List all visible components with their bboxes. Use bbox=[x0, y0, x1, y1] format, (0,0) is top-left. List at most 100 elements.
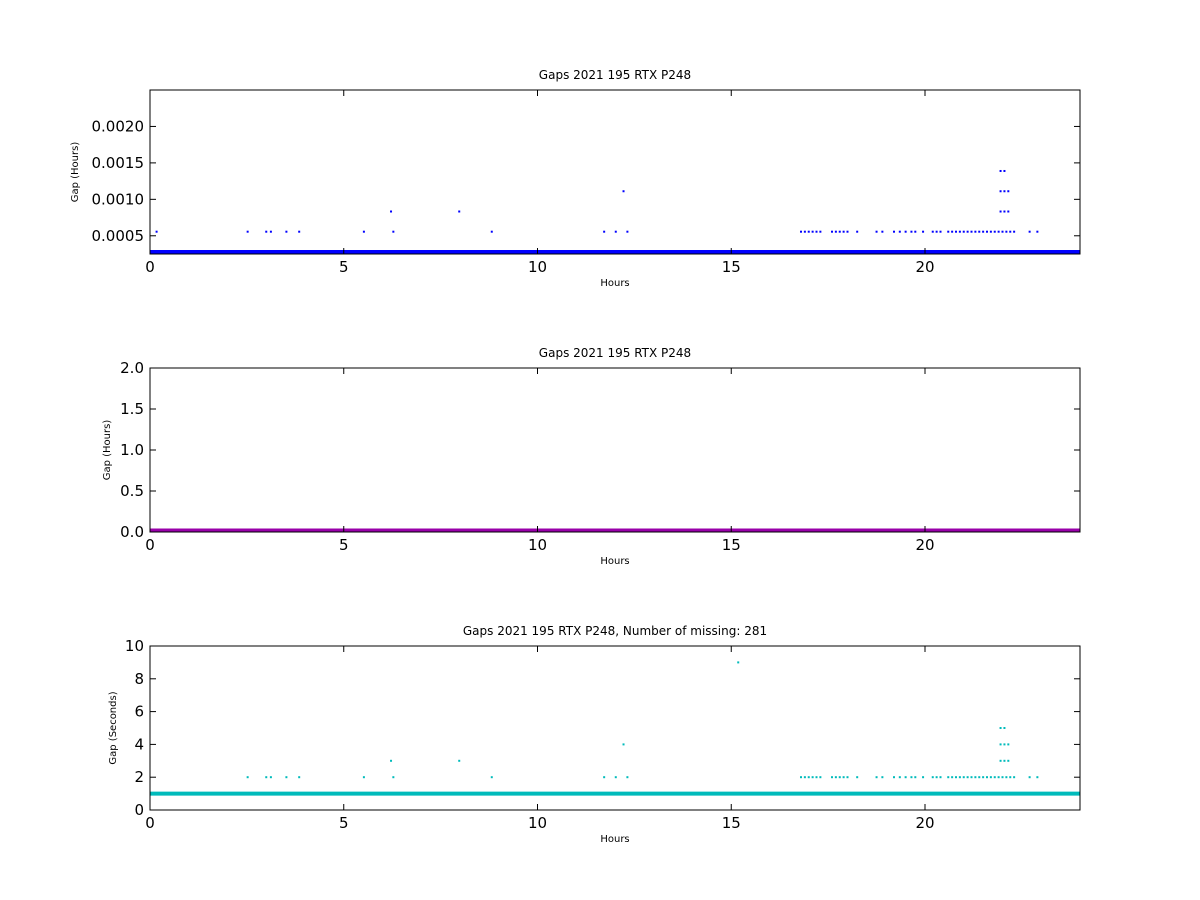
data-point bbox=[999, 759, 1002, 762]
data-point bbox=[815, 776, 818, 779]
data-point bbox=[246, 776, 249, 779]
y-tick-label: 6 bbox=[134, 703, 144, 721]
y-tick-label: 4 bbox=[134, 735, 144, 753]
data-point bbox=[999, 210, 1002, 213]
data-point bbox=[490, 230, 493, 233]
data-point bbox=[962, 230, 965, 233]
data-point bbox=[999, 743, 1002, 746]
data-point bbox=[298, 776, 301, 779]
data-point bbox=[904, 230, 907, 233]
data-point bbox=[458, 759, 461, 762]
x-tick-label: 5 bbox=[339, 814, 349, 832]
data-point bbox=[893, 230, 895, 233]
data-point bbox=[993, 776, 996, 779]
data-point bbox=[155, 230, 158, 233]
data-point bbox=[807, 776, 810, 779]
data-point bbox=[803, 230, 806, 233]
data-point bbox=[955, 230, 957, 233]
data-point bbox=[999, 727, 1002, 729]
data-point bbox=[947, 776, 950, 779]
data-point bbox=[392, 776, 395, 779]
data-point bbox=[910, 776, 913, 779]
data-point bbox=[246, 230, 249, 233]
data-point bbox=[939, 776, 942, 779]
data-point bbox=[999, 190, 1002, 193]
y-tick-label: 1.5 bbox=[120, 400, 144, 418]
data-point bbox=[993, 230, 996, 233]
data-point bbox=[974, 230, 977, 233]
data-point bbox=[997, 776, 1000, 779]
data-point bbox=[970, 776, 973, 779]
x-axis-label: Hours bbox=[600, 278, 629, 289]
data-point bbox=[811, 776, 814, 779]
y-tick-label: 2.0 bbox=[120, 359, 144, 377]
y-tick-label: 1.0 bbox=[120, 441, 144, 459]
data-point bbox=[831, 230, 833, 233]
data-point bbox=[966, 230, 969, 233]
data-point bbox=[626, 776, 629, 779]
data-point bbox=[622, 190, 625, 193]
data-point bbox=[285, 776, 288, 779]
data-point bbox=[978, 776, 981, 779]
data-point bbox=[904, 776, 907, 779]
data-point bbox=[970, 230, 973, 233]
y-axis-label: Gap (Hours) bbox=[102, 420, 113, 481]
data-point bbox=[1007, 210, 1010, 213]
data-point bbox=[838, 230, 841, 233]
data-point bbox=[1007, 743, 1010, 746]
plot-frame bbox=[149, 645, 1081, 811]
data-point bbox=[922, 230, 925, 233]
y-tick-label: 0.0015 bbox=[92, 154, 145, 172]
x-tick-label: 15 bbox=[722, 536, 741, 554]
data-point bbox=[951, 776, 954, 779]
data-point bbox=[989, 776, 992, 779]
data-point bbox=[931, 776, 934, 779]
data-point bbox=[1009, 776, 1012, 779]
data-point bbox=[955, 776, 957, 779]
data-point bbox=[1028, 776, 1031, 779]
chart-title: Gaps 2021 195 RTX P248 bbox=[539, 68, 691, 82]
x-axis-label: Hours bbox=[600, 556, 629, 567]
data-point bbox=[1007, 190, 1010, 193]
data-point bbox=[285, 230, 288, 233]
data-point bbox=[914, 776, 917, 779]
x-tick-label: 0 bbox=[145, 814, 155, 832]
plot-frame bbox=[149, 89, 1081, 255]
data-point bbox=[846, 230, 849, 233]
y-axis-label: Gap (Seconds) bbox=[108, 691, 119, 764]
data-point bbox=[298, 230, 301, 233]
x-tick-label: 5 bbox=[339, 258, 349, 276]
data-point bbox=[846, 776, 849, 779]
x-tick-label: 0 bbox=[145, 258, 155, 276]
data-point bbox=[958, 230, 961, 233]
y-tick-label: 10 bbox=[125, 637, 144, 655]
data-point bbox=[1003, 169, 1006, 172]
data-point bbox=[622, 743, 625, 746]
y-axis-label: Gap (Hours) bbox=[70, 142, 81, 203]
data-point bbox=[914, 230, 917, 233]
data-point bbox=[939, 230, 942, 233]
x-axis-label: Hours bbox=[600, 834, 629, 845]
data-point bbox=[1003, 190, 1006, 193]
data-point bbox=[962, 776, 965, 779]
data-point bbox=[614, 230, 617, 233]
x-tick-label: 20 bbox=[915, 258, 934, 276]
data-point bbox=[875, 230, 878, 233]
data-point bbox=[982, 776, 985, 779]
data-point bbox=[947, 230, 950, 233]
data-point bbox=[982, 230, 985, 233]
data-point bbox=[958, 776, 961, 779]
data-point bbox=[815, 230, 818, 233]
data-point bbox=[737, 661, 740, 664]
data-point bbox=[951, 230, 954, 233]
data-point bbox=[603, 776, 606, 779]
data-point bbox=[1001, 230, 1004, 233]
data-point bbox=[807, 230, 810, 233]
data-point bbox=[966, 776, 969, 779]
data-point bbox=[893, 776, 895, 779]
y-tick-label: 0.0010 bbox=[92, 190, 145, 208]
data-point bbox=[999, 169, 1002, 172]
data-point bbox=[989, 230, 992, 233]
data-point bbox=[838, 776, 841, 779]
data-point bbox=[1003, 743, 1006, 746]
